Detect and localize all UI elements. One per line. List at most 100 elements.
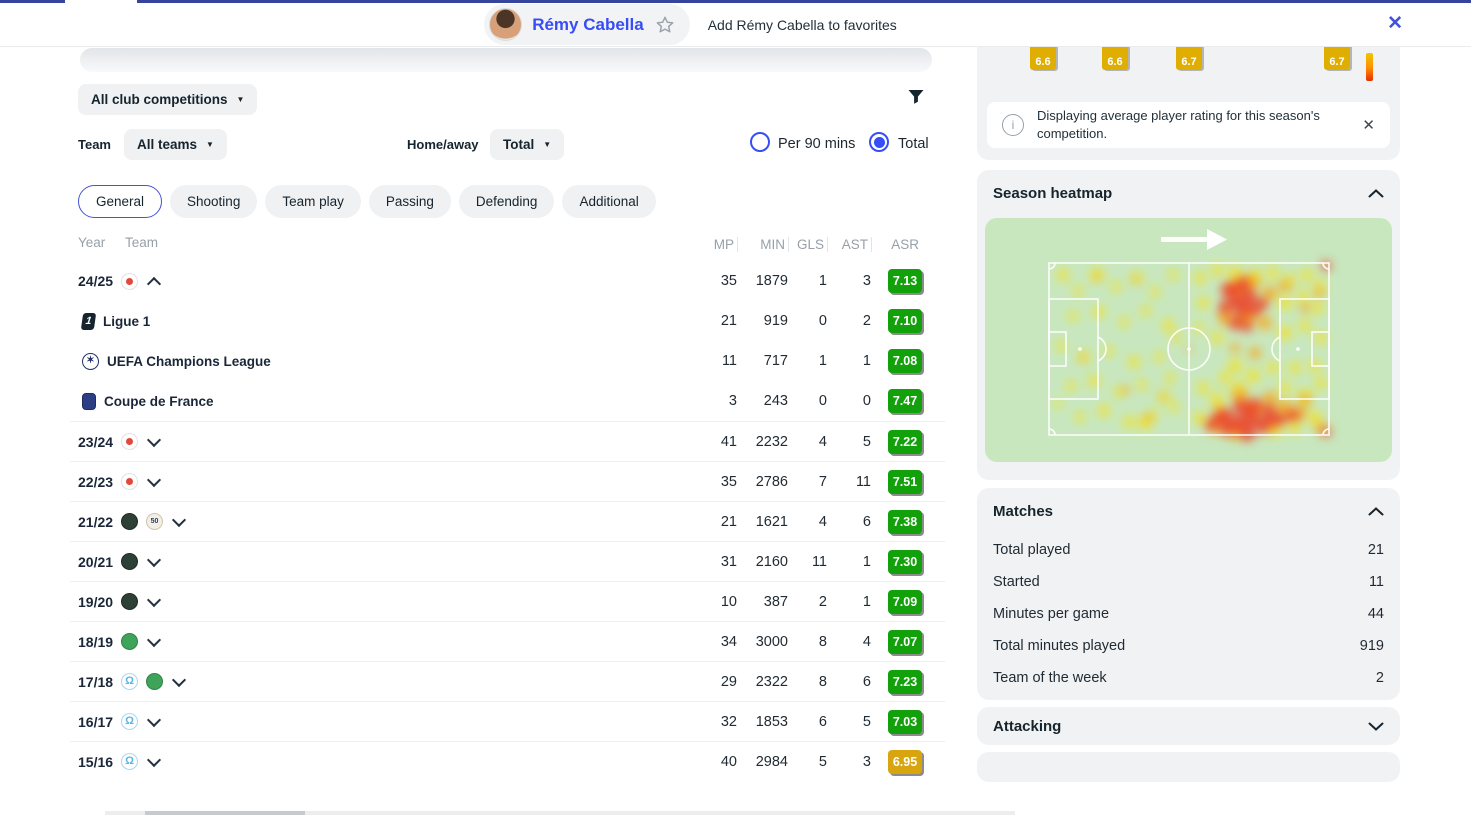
per90-radio-label[interactable]: Per 90 mins [778, 136, 856, 152]
tab-additional[interactable]: Additional [562, 185, 656, 218]
chevron-up-icon[interactable] [1368, 188, 1384, 198]
uefa-champions-league-glyph: ✶ [86, 355, 95, 366]
home-away-dropdown[interactable]: Total ▼ [490, 129, 565, 160]
row-head: 19/20 [78, 582, 162, 621]
table-row[interactable]: 21/22 50 21 1621 4 6 7.38 [70, 501, 945, 541]
stat-asr-cell: 7.23 [871, 669, 922, 694]
season-heatmap-card: Season heatmap [977, 170, 1400, 480]
scrollbar-thumb[interactable] [145, 811, 305, 815]
stat-min: 1621 [755, 513, 788, 530]
logo-saint-etienne [121, 633, 139, 650]
chevron-down-icon[interactable] [146, 752, 162, 767]
chevron-down-icon[interactable] [171, 512, 187, 527]
row-head: 1 Ligue 1 [80, 301, 151, 341]
stat-ast: 11 [855, 473, 871, 490]
tab-shooting[interactable]: Shooting [170, 185, 258, 218]
section-title: Matches [993, 502, 1054, 520]
stat-min: 3000 [755, 633, 788, 650]
table-row[interactable]: Coupe de France 3 243 0 0 7.47 [70, 381, 945, 421]
table-row[interactable]: 1 Ligue 1 21 919 0 2 7.10 [70, 301, 945, 341]
tab-passing[interactable]: Passing [368, 185, 451, 218]
stat-gls: 1 [818, 353, 827, 369]
player-pill[interactable]: Rémy Cabella [484, 4, 690, 45]
table-row[interactable]: ✶ UEFA Champions League 11 717 1 1 7.08 [70, 341, 945, 381]
competition-label: Ligue 1 [103, 313, 151, 329]
chevron-down-icon[interactable] [146, 712, 162, 727]
stat-ast: 4 [862, 633, 871, 650]
stat-asr-cell: 7.51 [871, 469, 922, 494]
close-icon[interactable]: ✕ [1387, 13, 1403, 34]
stat-mp: 29 [720, 673, 737, 690]
rating-info-note: i Displaying average player rating for t… [987, 102, 1390, 148]
row-head: 18/19 [78, 622, 162, 661]
competition-dropdown[interactable]: All club competitions ▼ [78, 84, 258, 115]
row-head: 22/23 [78, 462, 162, 501]
tab-team-play[interactable]: Team play [265, 185, 361, 218]
year-label: 17/18 [78, 673, 114, 690]
stat-asr-cell: 7.30 [871, 549, 922, 574]
favorite-star-icon[interactable] [654, 14, 676, 36]
stat-asr-cell: 7.10 [871, 309, 922, 333]
stat-min: 919 [763, 313, 788, 329]
chevron-down-icon[interactable] [1368, 722, 1384, 731]
table-row[interactable]: 20/21 31 2160 11 1 7.30 [70, 541, 945, 581]
chevron-down-icon[interactable] [171, 672, 187, 687]
stats-category-tabs: General Shooting Team play Passing Defen… [78, 185, 656, 218]
chevron-down-icon[interactable] [146, 432, 162, 447]
table-row[interactable]: 24/25 35 1879 1 3 7.13 [70, 261, 945, 301]
stat-ast: 1 [862, 353, 871, 369]
close-icon[interactable]: ✕ [1362, 117, 1375, 134]
chevron-down-icon[interactable] [146, 632, 162, 647]
horizontal-scrollbar[interactable] [105, 811, 1015, 815]
table-row[interactable]: 18/19 34 3000 8 4 7.07 [70, 621, 945, 661]
player-statistics-panel: All club competitions ▼ Team All teams ▼… [70, 46, 1015, 815]
row-head: ✶ UEFA Champions League [82, 341, 271, 381]
row-stats: 21 1621 4 6 7.38 [697, 502, 922, 541]
table-row[interactable]: 17/18 Ω 29 2322 8 6 7.23 [70, 661, 945, 701]
row-head: 17/18 Ω [78, 662, 187, 701]
rating-badge: 6.95 [888, 749, 922, 774]
stat-min: 717 [763, 353, 788, 369]
per90-radio[interactable] [750, 132, 770, 152]
stat-mp: 34 [720, 633, 737, 650]
row-stats: 31 2160 11 1 7.30 [697, 542, 922, 581]
tab-defending[interactable]: Defending [458, 185, 555, 218]
section-title: Attacking [993, 717, 1062, 735]
stat-gls: 2 [818, 593, 827, 610]
list-item: Total played 21 [977, 534, 1400, 566]
total-radio-label[interactable]: Total [898, 136, 929, 152]
tab-general[interactable]: General [78, 185, 163, 218]
team-dropdown[interactable]: All teams ▼ [124, 129, 227, 160]
logo-krasnodar [121, 553, 139, 570]
table-row[interactable]: 15/16 Ω 40 2984 5 3 6.95 [70, 741, 945, 781]
stat-asr-cell: 7.22 [871, 429, 922, 454]
table-row[interactable]: 23/24 41 2232 4 5 7.22 [70, 421, 945, 461]
chevron-down-icon: ▼ [543, 140, 552, 149]
total-radio[interactable] [869, 132, 889, 152]
player-name: Rémy Cabella [532, 14, 644, 34]
row-head: 16/17 Ω [78, 702, 162, 741]
chevron-up-icon[interactable] [146, 276, 162, 291]
row-stats: 21 919 0 2 7.10 [697, 301, 922, 341]
stat-gls: 4 [818, 513, 827, 530]
year-label: 20/21 [78, 553, 114, 570]
ligue-1-glyph: 1 [84, 314, 93, 327]
marseille-glyph: Ω [125, 715, 134, 727]
table-row[interactable]: 22/23 35 2786 7 11 7.51 [70, 461, 945, 501]
column-year: Year [78, 235, 106, 250]
stat-value: 44 [1367, 606, 1384, 622]
chevron-down-icon[interactable] [146, 552, 162, 567]
stat-mp: 21 [720, 313, 737, 329]
rating-scale-bar [1366, 53, 1373, 81]
table-row[interactable]: 16/17 Ω 32 1853 6 5 7.03 [70, 701, 945, 741]
logo-uefa-champions-league: ✶ [82, 352, 99, 370]
filter-icon[interactable] [906, 87, 926, 112]
chevron-down-icon[interactable] [146, 592, 162, 607]
row-head: Coupe de France [82, 381, 214, 421]
row-stats: 29 2322 8 6 7.23 [697, 662, 922, 701]
table-row[interactable]: 19/20 10 387 2 1 7.09 [70, 581, 945, 621]
chevron-up-icon[interactable] [1368, 506, 1384, 516]
logo-saint-etienne [146, 673, 164, 690]
chevron-down-icon[interactable] [146, 472, 162, 487]
rating-badge: 6.7 [1176, 46, 1202, 70]
